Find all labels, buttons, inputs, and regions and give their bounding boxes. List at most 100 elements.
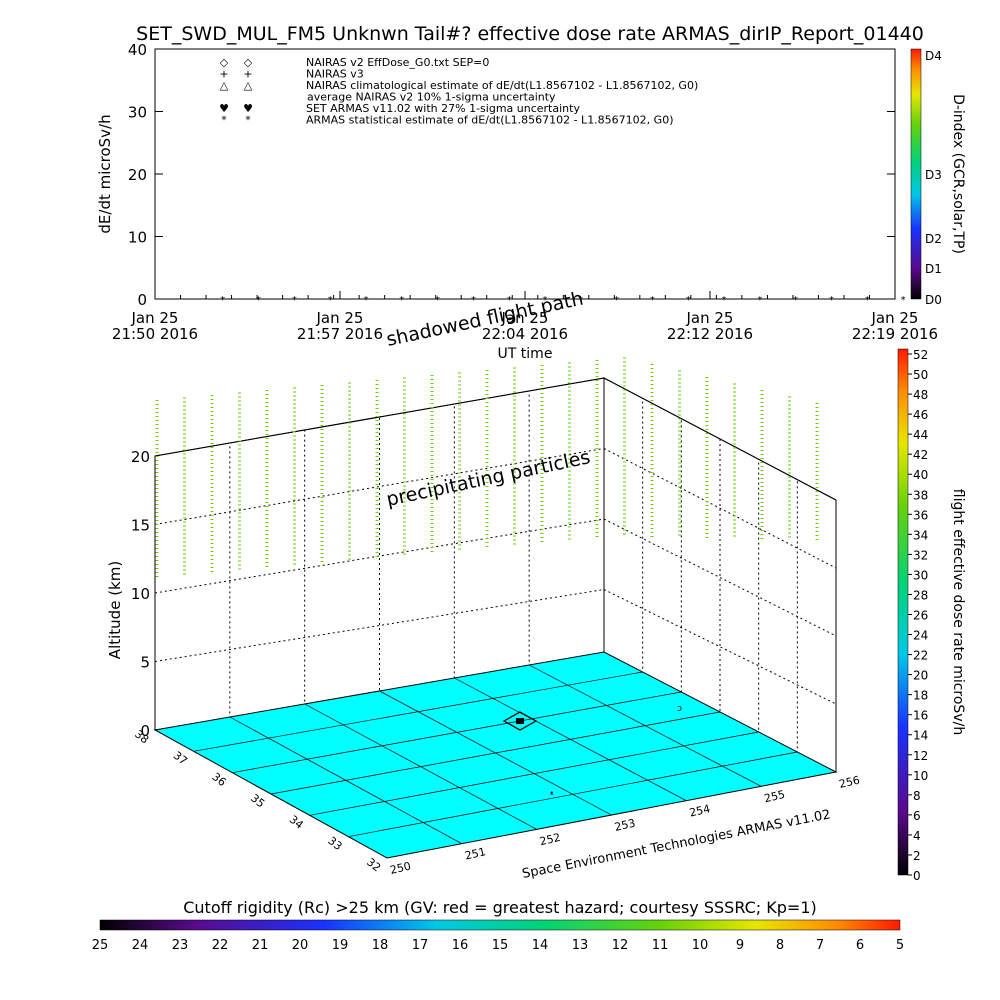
rigidity-tick-label: 7 — [816, 938, 824, 953]
x-tick-label-time: 21:50 2016 — [112, 325, 198, 343]
precipitating-particles-annotation: precipitating particles — [384, 446, 592, 511]
altitude-gridline — [154, 589, 605, 662]
legend-symbol: ◇ — [244, 56, 253, 69]
cutoff-rigidity-label: Cutoff rigidity (Rc) >25 km (GV: red = g… — [183, 898, 817, 917]
rigidity-tick-label: 23 — [172, 938, 189, 953]
precipitating-particles-marks — [155, 357, 819, 580]
rigidity-tick-label: 19 — [332, 938, 349, 953]
dose-tick-label: 6 — [913, 809, 921, 823]
dose-tick-label: 0 — [913, 869, 921, 883]
y-tick-label: 10 — [128, 229, 147, 247]
longitude-ticks: 250 251 252 253 254 255 256 — [389, 774, 861, 877]
dose-tick-label: 40 — [913, 468, 928, 482]
y-tick-label: 0 — [137, 291, 147, 309]
legend-symbol: △ — [220, 79, 229, 92]
dose-tick-label: 46 — [913, 408, 928, 422]
timeseries-y-ticks: 0 10 20 30 40 — [128, 41, 895, 309]
legend-symbol: + — [219, 68, 228, 81]
x-tick-label-date: Jan 25 — [131, 309, 179, 327]
dose-tick-label: 50 — [913, 368, 928, 382]
dose-tick-label: 4 — [913, 829, 921, 843]
cutoff-rigidity-ticks: 25 24 23 22 21 20 19 18 17 16 15 14 13 12 11 10 9 8 7 6 5 — [92, 938, 904, 953]
legend-label: NAIRAS v2 EffDose_G0.txt SEP=0 — [306, 56, 489, 69]
d-index-tick: D4 — [925, 49, 942, 63]
rigidity-tick-label: 6 — [856, 938, 864, 953]
dose-tick-label: 18 — [913, 689, 928, 703]
dose-tick-label: 20 — [913, 669, 928, 683]
data-point: * — [363, 295, 368, 306]
dose-tick-label: 34 — [913, 528, 928, 542]
timeseries-points: * * * * * * * * * * * * * * * * * * * * — [220, 295, 905, 306]
longitude-tick-label: 254 — [688, 802, 711, 819]
x-tick-label-date: Jan 25 — [501, 309, 549, 327]
data-point: * — [793, 295, 798, 306]
data-point: * — [614, 295, 619, 306]
dose-tick-label: 8 — [913, 789, 921, 803]
dose-tick-label: 52 — [913, 348, 928, 362]
dose-tick-label: 10 — [913, 769, 928, 783]
rigidity-tick-label: 18 — [372, 938, 389, 953]
longitude-tick-label: 252 — [538, 831, 561, 848]
legend-label: SET ARMAS v11.02 with 27% 1-sigma uncert… — [306, 102, 580, 115]
altitude-gridline — [603, 448, 837, 569]
rigidity-tick-label: 9 — [736, 938, 744, 953]
data-point: * — [220, 295, 225, 306]
dose-rate-colorbar — [897, 348, 909, 876]
legend-symbol: △ — [244, 79, 253, 92]
d-index-label: D-index (GCR,solar,TP) — [950, 94, 966, 254]
rigidity-tick-label: 21 — [252, 938, 269, 953]
rigidity-tick-label: 20 — [292, 938, 309, 953]
dose-tick-label: 16 — [913, 709, 928, 723]
ground-gridline — [529, 664, 762, 787]
data-point: * — [292, 295, 297, 306]
y-tick-label: 40 — [128, 41, 147, 59]
data-point: * — [543, 295, 548, 306]
flight-position-marker — [502, 711, 538, 731]
dose-tick-label: 30 — [913, 568, 928, 582]
d-index-tick: D1 — [925, 262, 942, 276]
legend-symbol: ◇ — [220, 56, 229, 69]
x-tick-label-time: 22:19 2016 — [852, 325, 938, 343]
rigidity-tick-label: 10 — [692, 938, 709, 953]
data-point: * — [328, 295, 333, 306]
legend-symbol: ♥ — [219, 102, 229, 115]
altitude-gridline — [603, 589, 837, 705]
x-tick-label-date: Jan 25 — [686, 309, 734, 327]
cutoff-rigidity-colorbar — [99, 919, 901, 931]
cutoff-rigidity-bar-group: Cutoff rigidity (Rc) >25 km (GV: red = g… — [92, 898, 904, 953]
longitude-tick-label: 256 — [838, 774, 861, 791]
data-point: * — [578, 295, 583, 306]
legend-symbol: * — [245, 114, 251, 127]
dose-tick-label: 36 — [913, 508, 928, 522]
data-point: * — [865, 295, 870, 306]
blue-mark-1: ↄ — [677, 704, 682, 714]
rigidity-tick-label: 25 — [92, 938, 109, 953]
x-tick-label-time: 22:12 2016 — [667, 325, 753, 343]
dose-rate-ticks: 0246810121416182022242628303234363840424… — [908, 348, 928, 883]
longitude-tick-label: 251 — [464, 845, 487, 862]
altitude-ticks: 0 5 10 15 20 — [131, 448, 150, 740]
dose-tick-label: 22 — [913, 649, 928, 663]
latitude-tick-label: 36 — [209, 770, 228, 789]
altitude-tick-label: 15 — [131, 517, 150, 535]
rigidity-tick-label: 14 — [532, 938, 549, 953]
data-point: * — [829, 295, 834, 306]
data-point: * — [507, 295, 512, 306]
data-point: * — [471, 295, 476, 306]
altitude-tick-label: 20 — [131, 448, 150, 466]
data-point: * — [722, 295, 727, 306]
x-tick-label-time: 22:04 2016 — [482, 325, 568, 343]
legend-label: NAIRAS climatological estimate of dE/dt(… — [306, 79, 698, 92]
d-index-tick: D0 — [925, 293, 942, 307]
grid-lines — [154, 377, 837, 754]
legend-symbol: * — [221, 114, 227, 127]
data-point: * — [399, 295, 404, 306]
legend-symbol: + — [243, 68, 252, 81]
dose-tick-label: 44 — [913, 428, 928, 442]
rigidity-tick-label: 12 — [612, 938, 629, 953]
altitude-gridline — [603, 518, 837, 637]
dose-tick-label: 12 — [913, 749, 928, 763]
